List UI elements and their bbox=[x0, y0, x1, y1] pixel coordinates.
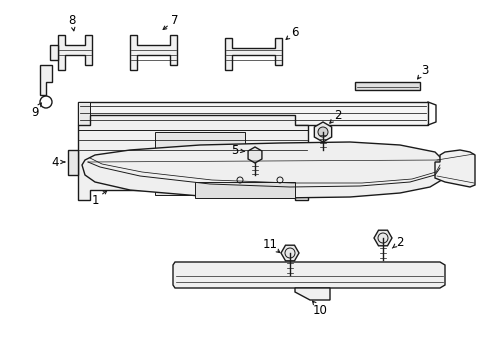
Text: 1: 1 bbox=[91, 194, 99, 207]
Polygon shape bbox=[195, 182, 294, 198]
Text: 9: 9 bbox=[31, 105, 39, 118]
Polygon shape bbox=[281, 245, 298, 261]
Polygon shape bbox=[82, 142, 444, 198]
Polygon shape bbox=[373, 230, 391, 246]
Polygon shape bbox=[58, 35, 92, 70]
Circle shape bbox=[317, 127, 327, 137]
Text: 5: 5 bbox=[231, 144, 238, 157]
Polygon shape bbox=[40, 65, 52, 95]
Text: 2: 2 bbox=[334, 108, 341, 122]
Polygon shape bbox=[247, 147, 262, 163]
Polygon shape bbox=[50, 45, 58, 60]
Text: 8: 8 bbox=[68, 14, 76, 27]
Polygon shape bbox=[130, 35, 177, 70]
Polygon shape bbox=[78, 102, 90, 125]
Text: 11: 11 bbox=[262, 239, 277, 252]
Polygon shape bbox=[354, 82, 419, 90]
Text: 2: 2 bbox=[395, 235, 403, 248]
Polygon shape bbox=[155, 132, 244, 195]
Polygon shape bbox=[314, 122, 331, 142]
Polygon shape bbox=[78, 115, 307, 200]
Text: 3: 3 bbox=[421, 63, 428, 77]
Polygon shape bbox=[78, 102, 427, 125]
Polygon shape bbox=[68, 150, 78, 175]
Polygon shape bbox=[224, 38, 282, 70]
Text: 10: 10 bbox=[312, 303, 327, 316]
Text: 7: 7 bbox=[171, 14, 179, 27]
Polygon shape bbox=[434, 150, 474, 187]
Polygon shape bbox=[173, 262, 444, 288]
Text: 4: 4 bbox=[51, 156, 59, 168]
Polygon shape bbox=[294, 288, 329, 300]
Text: 6: 6 bbox=[291, 26, 298, 39]
